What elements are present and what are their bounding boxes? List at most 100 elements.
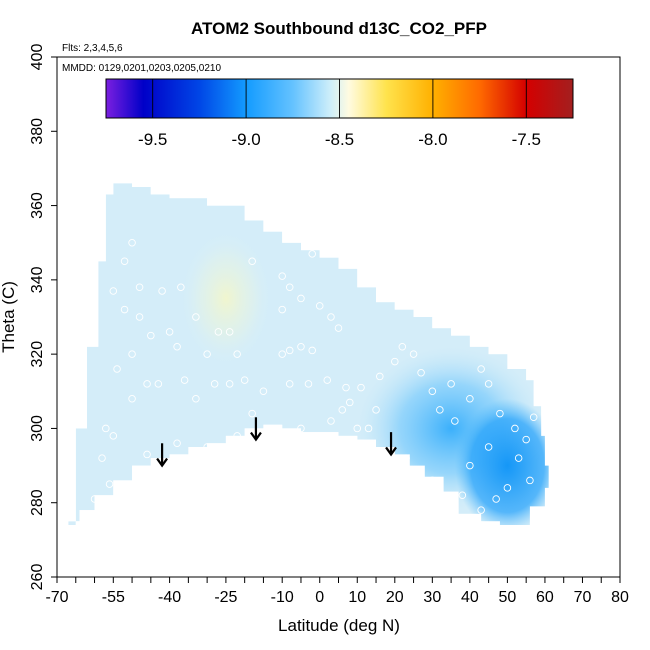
sample-marker	[278, 305, 286, 314]
colorbar-tick-label: -9.5	[138, 130, 167, 149]
sample-marker	[128, 394, 136, 403]
sample-marker	[409, 350, 418, 358]
sample-marker	[428, 387, 437, 396]
sample-marker	[233, 350, 241, 358]
sample-marker	[105, 480, 114, 488]
sample-marker	[357, 383, 365, 392]
x-tick-label: -55	[102, 589, 125, 606]
sample-marker	[225, 380, 234, 388]
x-tick-label: -40	[158, 589, 181, 606]
sample-marker	[109, 432, 118, 440]
y-tick-label: 380	[29, 118, 46, 145]
sample-marker	[240, 376, 249, 384]
sample-marker	[143, 380, 151, 388]
sample-marker	[135, 313, 144, 321]
sample-marker	[511, 424, 519, 433]
sample-marker	[353, 424, 362, 433]
sample-marker	[278, 272, 286, 280]
sample-marker	[308, 346, 316, 355]
sample-marker	[180, 376, 189, 384]
sample-marker	[248, 409, 256, 418]
sample-marker	[304, 380, 313, 388]
sample-marker	[323, 376, 331, 384]
x-tick-label: 10	[348, 589, 366, 606]
sample-marker	[233, 432, 241, 440]
x-tick-label: 50	[499, 589, 517, 606]
sample-marker	[484, 380, 493, 388]
x-tick-label: 80	[611, 589, 629, 606]
d13c-field	[68, 183, 549, 526]
sample-marker	[143, 450, 151, 459]
sample-marker	[327, 417, 335, 425]
sample-marker	[248, 257, 256, 266]
sample-marker	[102, 424, 110, 433]
colorbar-tick-label: -7.5	[512, 130, 541, 149]
sample-marker	[522, 435, 530, 444]
sample-marker	[514, 454, 523, 462]
sample-marker	[203, 443, 211, 451]
sample-marker	[364, 424, 373, 433]
sample-marker	[128, 238, 136, 247]
sample-marker	[477, 506, 485, 514]
sample-marker	[376, 372, 384, 381]
y-tick-label: 360	[29, 192, 46, 219]
x-tick-label: 30	[423, 589, 441, 606]
sample-marker	[259, 387, 268, 396]
x-tick-label: -25	[214, 589, 237, 606]
sample-marker	[477, 365, 485, 373]
sample-marker	[346, 398, 354, 407]
colorbar-tick-label: -8.0	[418, 130, 447, 149]
colorbar-tick-label: -9.0	[231, 130, 260, 149]
sample-marker	[128, 350, 136, 358]
sample-marker	[214, 328, 223, 336]
sample-marker	[327, 313, 335, 321]
sample-marker	[109, 287, 118, 295]
down-arrow	[385, 432, 397, 457]
sample-marker	[334, 324, 343, 332]
sample-marker	[285, 346, 294, 355]
sample-marker	[278, 350, 286, 358]
sample-marker	[342, 383, 350, 392]
sample-marker	[315, 242, 324, 251]
sample-marker	[447, 380, 455, 388]
sample-marker	[372, 406, 380, 414]
sample-marker	[391, 357, 399, 366]
sample-marker	[285, 283, 294, 292]
sample-marker	[466, 461, 474, 470]
down-arrow	[250, 417, 262, 442]
chart-title: ATOM2 Southbound d13C_CO2_PFP	[191, 19, 487, 38]
sample-marker	[503, 484, 512, 492]
sample-marker	[451, 417, 459, 425]
field-zone-south-pale	[180, 231, 271, 366]
sample-marker	[315, 302, 324, 310]
sample-marker	[147, 331, 155, 340]
y-tick-label: 300	[29, 415, 46, 442]
sample-marker	[529, 413, 538, 422]
sample-marker	[120, 257, 129, 266]
sample-marker	[98, 454, 106, 462]
y-axis: 260 280 300 320 340 360 380 400	[29, 44, 57, 590]
sample-marker	[203, 350, 211, 358]
sample-marker	[192, 394, 200, 403]
x-tick-label: 70	[574, 589, 592, 606]
sample-marker	[417, 368, 425, 377]
flight-arrows	[156, 417, 397, 468]
down-arrow	[156, 443, 168, 468]
y-tick-label: 280	[29, 489, 46, 516]
sample-marker	[428, 476, 437, 485]
sample-marker	[297, 424, 305, 433]
x-tick-label: 0	[315, 589, 324, 606]
y-tick-label: 400	[29, 44, 46, 71]
sample-marker	[210, 380, 219, 388]
x-tick-label: 60	[536, 589, 554, 606]
sample-marker	[173, 342, 181, 351]
y-axis-label: Theta (C)	[0, 281, 18, 353]
sample-marker	[225, 328, 234, 336]
x-tick-label: 20	[386, 589, 404, 606]
dates-annotation: MMDD: 0129,0201,0203,0205,0210	[62, 63, 221, 74]
sample-marker	[192, 313, 200, 321]
sample-marker	[436, 406, 444, 414]
sample-marker	[526, 476, 534, 485]
x-tick-label: 40	[461, 589, 479, 606]
